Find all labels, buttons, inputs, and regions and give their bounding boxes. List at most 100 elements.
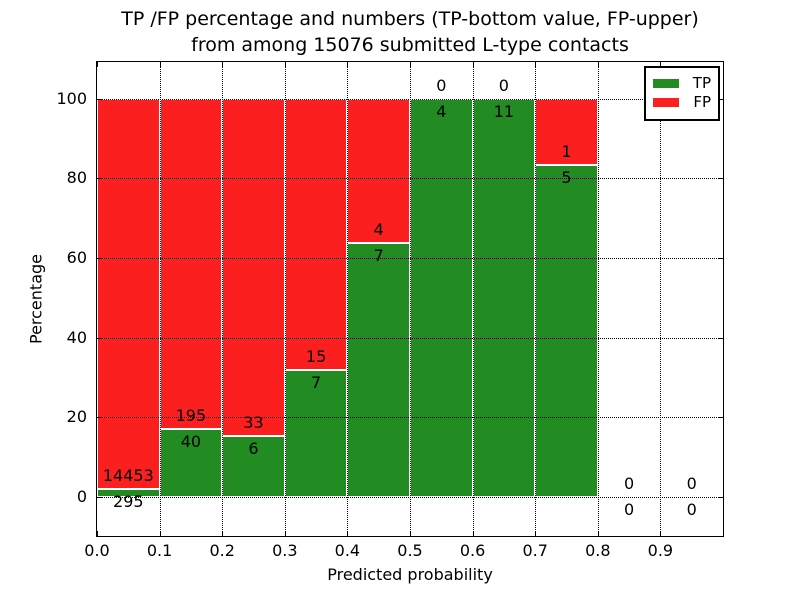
vertical-gridline — [284, 62, 286, 536]
fp-count-label: 0 — [624, 474, 635, 493]
x-tick-mark — [97, 531, 98, 536]
x-tick-label: 0.2 — [209, 541, 235, 560]
legend-label-tp: TP — [692, 74, 711, 92]
x-tick-label: 0.6 — [459, 541, 486, 560]
x-tick-mark — [410, 531, 411, 536]
tp-count-label: 11 — [493, 101, 515, 121]
legend-row-tp: TP — [653, 75, 711, 92]
y-tick-mark — [97, 257, 102, 259]
bar-segment-fp — [159, 98, 223, 430]
y-tick-mark — [97, 337, 102, 339]
tp-count-label: 7 — [311, 373, 322, 393]
chart-title-line1: TP /FP percentage and numbers (TP-bottom… — [121, 8, 699, 30]
x-tick-mark — [347, 531, 349, 536]
y-tick-label: 100 — [56, 88, 87, 108]
y-tick-mark-right — [718, 337, 723, 339]
tp-count-label: 4 — [436, 101, 447, 121]
bar-segment-fp — [535, 98, 598, 165]
legend: TP FP — [644, 66, 720, 121]
fp-color-swatch — [653, 98, 679, 107]
x-tick-mark — [660, 531, 662, 536]
y-tick-mark-right — [718, 257, 723, 259]
y-tick-label: 0 — [76, 487, 87, 506]
tp-count-label: 5 — [561, 167, 572, 187]
y-tick-mark-right — [718, 178, 723, 180]
x-tick-label: 0.1 — [146, 541, 173, 560]
vertical-gridline — [159, 62, 161, 536]
vertical-gridline — [410, 62, 411, 536]
x-tick-mark — [472, 531, 474, 536]
bar-segment-tp — [472, 98, 536, 497]
x-tick-mark — [535, 531, 537, 536]
fp-count-label: 14453 — [102, 466, 154, 486]
vertical-gridline — [660, 62, 662, 536]
y-tick-mark-right — [718, 417, 723, 419]
x-tick-mark — [222, 531, 224, 536]
fp-count-label: 33 — [243, 412, 264, 432]
x-tick-mark-top — [284, 62, 286, 67]
x-tick-mark-top — [535, 62, 537, 67]
x-tick-mark — [284, 531, 286, 536]
y-tick-label: 20 — [66, 407, 87, 427]
x-tick-label: 0.5 — [397, 541, 423, 560]
y-tick-mark — [97, 178, 102, 180]
bar-segment-tp — [222, 435, 285, 497]
legend-label-fp: FP — [693, 93, 711, 111]
tp-count-label: 0 — [624, 500, 635, 519]
grid-layer — [97, 62, 723, 536]
bar-segment-fp — [284, 98, 348, 371]
tp-count-label: 295 — [113, 492, 144, 512]
vertical-gridline — [472, 62, 474, 536]
bars-layer — [97, 62, 723, 536]
y-tick-mark — [97, 417, 102, 419]
vertical-gridline — [597, 62, 599, 536]
fp-count-label: 0 — [498, 75, 509, 95]
x-tick-mark-top — [472, 62, 474, 67]
bar-segment-tp — [347, 243, 410, 497]
plot-area: 14453 295 195 40 33 6 15 7 4 7 0 4 0 11 1 5 0 0 0 0 0.0 0.1 0.… — [56, 61, 724, 560]
x-tick-mark-top — [660, 62, 662, 67]
x-tick-mark-top — [97, 62, 98, 67]
x-tick-label: 0.4 — [334, 541, 361, 560]
bar-segment-fp — [347, 98, 410, 244]
bar-segment-tp — [284, 370, 348, 497]
y-tick-label: 40 — [66, 327, 87, 347]
fp-count-label: 1 — [561, 141, 572, 161]
fp-count-label: 195 — [175, 406, 207, 426]
x-tick-label: 0.9 — [647, 541, 674, 560]
x-tick-label: 0.0 — [84, 541, 110, 560]
x-axis-label: Predicted probability — [327, 565, 493, 584]
x-tick-label: 0.7 — [522, 541, 548, 560]
tp-count-label: 40 — [180, 432, 202, 452]
fp-count-label: 15 — [305, 347, 327, 367]
x-tick-label: 0.8 — [585, 541, 611, 560]
y-tick-mark — [97, 497, 102, 498]
vertical-gridline — [222, 62, 224, 536]
vertical-gridline — [535, 62, 537, 536]
y-tick-mark — [97, 98, 102, 100]
fp-count-label: 0 — [436, 75, 447, 95]
x-tick-mark-top — [347, 62, 349, 67]
x-tick-mark-top — [159, 62, 161, 67]
vertical-gridline — [347, 62, 349, 536]
bar-segment-tp — [97, 489, 160, 497]
tp-count-label: 6 — [248, 438, 259, 458]
bar-segment-fp — [97, 98, 160, 490]
fp-count-label: 4 — [373, 220, 384, 240]
x-tick-label: 0.3 — [272, 541, 298, 560]
y-tick-mark-right — [718, 98, 723, 100]
tp-count-label: 7 — [373, 246, 384, 266]
tp-color-swatch — [653, 79, 679, 88]
x-tick-mark — [159, 531, 161, 536]
ticks-layer — [97, 62, 723, 536]
y-tick-label: 80 — [66, 168, 87, 188]
x-tick-mark — [597, 531, 599, 536]
x-tick-mark-top — [597, 62, 599, 67]
y-tick-label: 60 — [66, 247, 87, 267]
labels-layer: 14453 295 195 40 33 6 15 7 4 7 0 4 0 11 1 5 0 0 0 0 0.0 0.1 0.… — [56, 62, 723, 560]
legend-row-fp: FP — [653, 94, 711, 111]
x-tick-mark-top — [222, 62, 224, 67]
x-tick-mark-top — [410, 62, 411, 67]
tp-count-label: 0 — [686, 500, 697, 519]
